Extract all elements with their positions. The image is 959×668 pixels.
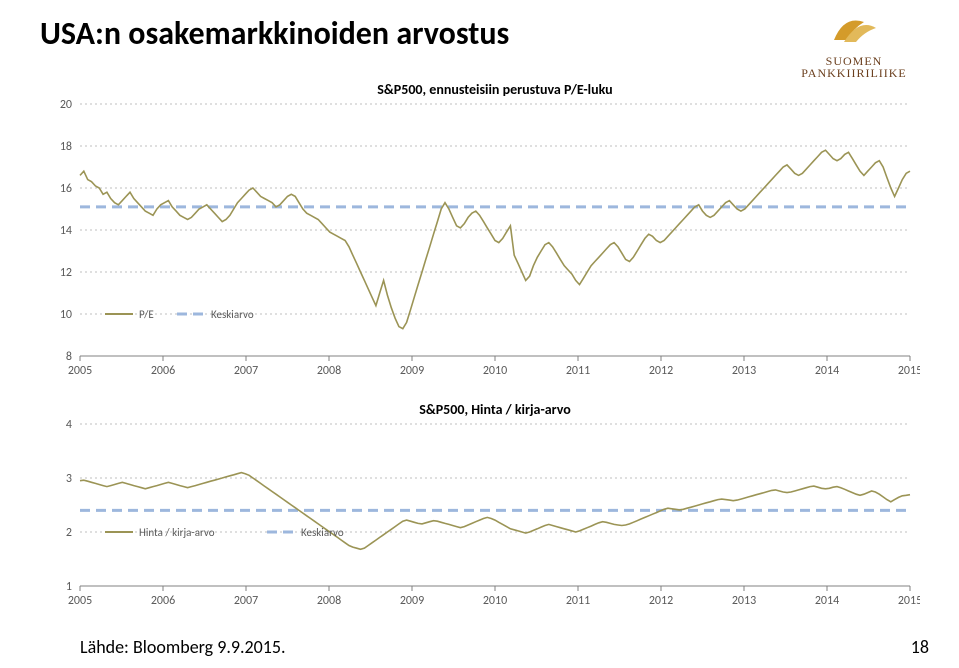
x-tick-label: 2007: [234, 594, 258, 608]
y-tick-label: 1: [66, 580, 72, 594]
y-tick-label: 20: [60, 98, 72, 112]
x-tick-label: 2014: [815, 594, 839, 608]
x-tick-label: 2013: [732, 594, 756, 608]
y-tick-label: 18: [60, 140, 72, 154]
x-tick-label: 2005: [68, 364, 92, 378]
x-tick-label: 2012: [649, 594, 673, 608]
x-tick-label: 2006: [151, 594, 175, 608]
x-tick-label: 2007: [234, 364, 258, 378]
x-tick-label: 2008: [317, 594, 341, 608]
y-tick-label: 3: [66, 472, 72, 486]
y-tick-label: 2: [66, 526, 72, 540]
x-tick-label: 2010: [483, 594, 507, 608]
x-tick-label: 2013: [732, 364, 756, 378]
svg-text:Keskiarvo: Keskiarvo: [211, 308, 254, 321]
y-tick-label: 16: [60, 182, 72, 196]
x-tick-label: 2009: [400, 594, 424, 608]
x-tick-label: 2009: [400, 364, 424, 378]
chart-title: S&P500, ennusteisiin perustuva P/E-luku: [377, 81, 612, 98]
brand-logo: SUOMEN PANKKIIRILIIKE: [779, 10, 929, 79]
x-tick-label: 2012: [649, 364, 673, 378]
x-tick-label: 2015: [898, 364, 920, 378]
page-title: USA:n osakemarkkinoiden arvostus: [40, 14, 509, 53]
svg-text:Keskiarvo: Keskiarvo: [301, 526, 344, 539]
x-tick-label: 2005: [68, 594, 92, 608]
x-tick-label: 2008: [317, 364, 341, 378]
x-tick-label: 2011: [566, 364, 590, 378]
x-tick-label: 2015: [898, 594, 920, 608]
footer-source: Lähde: Bloomberg 9.9.2015.: [80, 636, 286, 658]
y-tick-label: 12: [60, 266, 72, 280]
chart-title: S&P500, Hinta / kirja-arvo: [419, 401, 571, 418]
x-tick-label: 2011: [566, 594, 590, 608]
x-tick-label: 2014: [815, 364, 839, 378]
y-tick-label: 4: [66, 418, 72, 432]
svg-text:Hinta / kirja-arvo: Hinta / kirja-arvo: [139, 526, 215, 539]
y-tick-label: 8: [66, 350, 72, 364]
svg-text:P/E: P/E: [139, 308, 154, 321]
page-number: 18: [911, 636, 929, 658]
y-tick-label: 14: [60, 224, 72, 238]
logo-text-2: PANKKIIRILIIKE: [801, 66, 907, 80]
pe-chart: 8 10 12 14 16 18 20 2005 2006 2007 2008 2009 2010 201…: [40, 80, 920, 385]
x-tick-label: 2010: [483, 364, 507, 378]
pb-chart: 1 2 3 4 2005 2006 2007 2008 2009 2010 2011 2012 2013…: [40, 400, 920, 615]
y-tick-label: 10: [60, 308, 72, 322]
x-tick-label: 2006: [151, 364, 175, 378]
